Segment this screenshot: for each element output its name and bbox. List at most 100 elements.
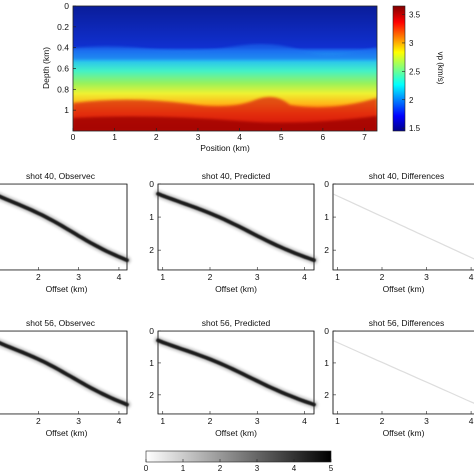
gather-x-tick-label: 4 bbox=[469, 416, 474, 426]
gather-x-tick-label: 2 bbox=[380, 416, 385, 426]
gather-border bbox=[0, 330, 128, 415]
gather-y-tick-label: 0 bbox=[149, 326, 154, 336]
velocity-colorbar-tick-label: 3 bbox=[409, 39, 414, 48]
mask bbox=[0, 176, 137, 184]
gather-x-tick-label: 2 bbox=[380, 272, 385, 282]
gather-y-tick-label: 2 bbox=[324, 245, 329, 255]
gather-title: shot 40, Differences bbox=[369, 171, 444, 181]
gather-title: shot 40, Observec bbox=[26, 171, 96, 181]
model-y-tick-label: 0.6 bbox=[57, 64, 69, 74]
amplitude-colorbar-tick-label: 3 bbox=[255, 464, 260, 473]
gather-x-tick-label: 2 bbox=[208, 416, 213, 426]
model-y-tick-label: 0.4 bbox=[57, 43, 69, 53]
gather-panel: shot 40, Differences 1 2 3 4 0 1 2 Offset (km) bbox=[323, 171, 474, 294]
gather-y-tick-label: 2 bbox=[149, 245, 154, 255]
gather-x-tick-label: 2 bbox=[36, 416, 41, 426]
amplitude-colorbar-tick-label: 1 bbox=[181, 464, 186, 473]
gather-panel: shot 40, Observec 2 3 4 Offset (km) bbox=[0, 171, 137, 294]
gather-x-tick-label: 2 bbox=[208, 272, 213, 282]
velocity-colorbar-label: vp (km/s) bbox=[436, 52, 445, 85]
mask bbox=[323, 270, 474, 276]
first-arrival-event bbox=[0, 341, 129, 407]
velocity-colorbar: 1.5 2 2.5 3 3.5 vp (km/s) bbox=[392, 5, 445, 133]
gather-x-tick-label: 1 bbox=[335, 416, 340, 426]
gather-x-tick-label: 3 bbox=[255, 272, 260, 282]
model-x-ticks: 0 1 2 3 4 5 6 7 bbox=[71, 128, 367, 142]
amplitude-colorbar-gradient bbox=[145, 450, 332, 463]
first-arrival-event bbox=[156, 338, 316, 407]
gather-panel: shot 56, Observec 2 3 4 Offset (km) bbox=[0, 318, 137, 438]
gather-x-tick-label: 4 bbox=[302, 272, 307, 282]
gather-x-tick-label: 4 bbox=[469, 272, 474, 282]
gather-border bbox=[332, 330, 474, 415]
gather-x-tick-label: 3 bbox=[424, 272, 429, 282]
mask bbox=[148, 414, 324, 420]
model-x-tick-label: 2 bbox=[154, 132, 159, 142]
velocity-colorbar-tick-label: 2.5 bbox=[409, 67, 421, 76]
mask bbox=[0, 323, 137, 331]
gather-x-axis-label: Offset (km) bbox=[46, 284, 88, 294]
mask bbox=[148, 176, 324, 184]
mask bbox=[323, 414, 474, 420]
gather-x-tick-label: 1 bbox=[335, 272, 340, 282]
model-x-tick-label: 4 bbox=[237, 132, 242, 142]
amplitude-colorbar-tick-label: 4 bbox=[292, 464, 297, 473]
model-x-tick-label: 7 bbox=[362, 132, 367, 142]
gather-x-tick-label: 4 bbox=[117, 272, 122, 282]
first-arrival-event bbox=[156, 191, 316, 263]
velocity-colorbar-tick-label: 2 bbox=[409, 96, 414, 105]
gather-title: shot 40, Predicted bbox=[202, 171, 271, 181]
model-x-tick-label: 5 bbox=[279, 132, 284, 142]
velocity-colorbar-tick-label: 1.5 bbox=[409, 124, 421, 133]
gather-y-tick-label: 0 bbox=[324, 179, 329, 189]
gather-border bbox=[157, 183, 315, 271]
gather-x-tick-label: 4 bbox=[117, 416, 122, 426]
gather-x-tick-label: 1 bbox=[160, 272, 165, 282]
mask bbox=[323, 323, 474, 331]
gather-title: shot 56, Differences bbox=[369, 318, 444, 328]
residual-event bbox=[332, 193, 474, 260]
gather-y-tick-label: 2 bbox=[149, 390, 154, 400]
gather-x-axis-label: Offset (km) bbox=[46, 428, 88, 438]
gather-title: shot 56, Predicted bbox=[202, 318, 271, 328]
velocity-model-image bbox=[73, 6, 377, 131]
gather-x-axis-label: Offset (km) bbox=[383, 284, 425, 294]
model-x-tick-label: 6 bbox=[320, 132, 325, 142]
mask bbox=[0, 414, 137, 420]
gather-x-tick-label: 4 bbox=[302, 416, 307, 426]
first-arrival-event bbox=[0, 194, 129, 263]
gather-title: shot 56, Observec bbox=[26, 318, 96, 328]
amplitude-colorbar-tick-label: 5 bbox=[329, 464, 334, 473]
mask bbox=[0, 270, 137, 276]
gather-y-tick-label: 1 bbox=[149, 212, 154, 222]
gather-panel: shot 56, Differences 1 2 3 4 0 1 2 Offset (km) bbox=[323, 318, 474, 438]
model-x-tick-label: 1 bbox=[112, 132, 117, 142]
model-y-tick-label: 1 bbox=[64, 105, 69, 115]
gather-y-tick-label: 1 bbox=[324, 358, 329, 368]
amplitude-colorbar-tick-label: 2 bbox=[218, 464, 223, 473]
gather-border bbox=[0, 183, 128, 271]
gather-x-tick-label: 3 bbox=[255, 416, 260, 426]
model-y-axis-label: Depth (km) bbox=[41, 47, 51, 89]
model-y-tick-label: 0.8 bbox=[57, 84, 69, 94]
gather-x-axis-label: Offset (km) bbox=[215, 284, 257, 294]
mask bbox=[148, 270, 324, 276]
model-y-tick-label: 0 bbox=[64, 1, 69, 11]
velocity-model-panel: 0 1 2 3 4 5 6 7 0 0.2 0.4 0.6 0.8 1 Position (km) De… bbox=[41, 1, 378, 153]
velocity-colorbar-gradient bbox=[392, 5, 406, 132]
gather-x-tick-label: 1 bbox=[160, 416, 165, 426]
gather-x-tick-label: 2 bbox=[36, 272, 41, 282]
gather-y-tick-label: 1 bbox=[324, 212, 329, 222]
model-y-ticks: 0 0.2 0.4 0.6 0.8 1 bbox=[57, 1, 76, 115]
model-y-tick-label: 0.2 bbox=[57, 22, 69, 32]
amplitude-colorbar-ticks: 0 1 2 3 4 5 bbox=[144, 459, 334, 473]
gather-x-axis-label: Offset (km) bbox=[383, 428, 425, 438]
mask bbox=[148, 323, 324, 331]
model-x-axis-label: Position (km) bbox=[200, 143, 250, 153]
gather-border bbox=[157, 330, 315, 415]
